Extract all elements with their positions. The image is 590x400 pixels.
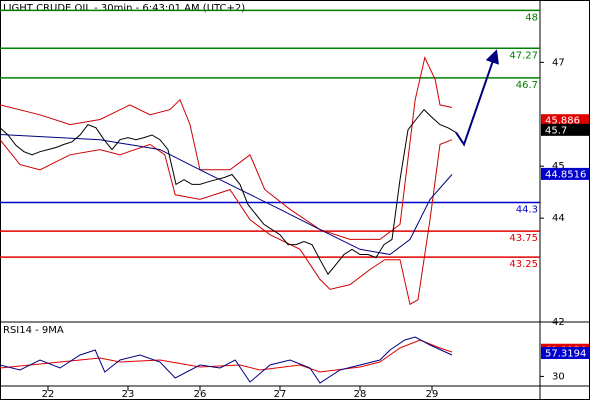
x-tick-label: 28	[354, 389, 367, 400]
price-box	[541, 347, 589, 360]
y-tick-label: 30	[552, 371, 565, 382]
series-line	[0, 339, 453, 373]
series-line	[0, 56, 453, 240]
price-box-label: 57.3194	[545, 349, 586, 360]
y-tick-label: 45	[552, 161, 565, 172]
rsi-title: RSI14 - 9MA	[3, 325, 64, 336]
price-box-label: 45.7	[545, 125, 567, 136]
x-tick-label: 26	[194, 389, 207, 400]
price-box	[541, 114, 589, 127]
series-line	[0, 336, 453, 384]
y-tick-label: 44	[552, 213, 565, 224]
series-line	[0, 108, 457, 276]
series-line	[0, 139, 453, 306]
chart-title: LIGHT CRUDE OIL - 30min - 6:43:01 AM (UT…	[3, 3, 245, 14]
x-tick-label: 22	[42, 389, 55, 400]
x-tick-label: 23	[122, 389, 135, 400]
level-label: 43.25	[509, 259, 538, 270]
series-line	[455, 49, 499, 147]
y-tick-label: 42	[552, 317, 565, 328]
level-label: 48	[525, 12, 538, 23]
price-box	[541, 123, 589, 136]
level-label: 47.27	[509, 50, 538, 61]
price-box	[541, 167, 589, 180]
level-label: 44.3	[516, 205, 538, 216]
x-tick-label: 29	[426, 389, 439, 400]
y-tick-label: 47	[552, 57, 565, 68]
level-label: 46.7	[516, 80, 538, 91]
price-box-label: 44.8516	[545, 169, 586, 180]
level-label: 43.75	[509, 233, 538, 244]
price-box-label: 45.886	[545, 116, 580, 127]
series-line	[0, 134, 453, 256]
x-tick-label: 27	[274, 389, 287, 400]
